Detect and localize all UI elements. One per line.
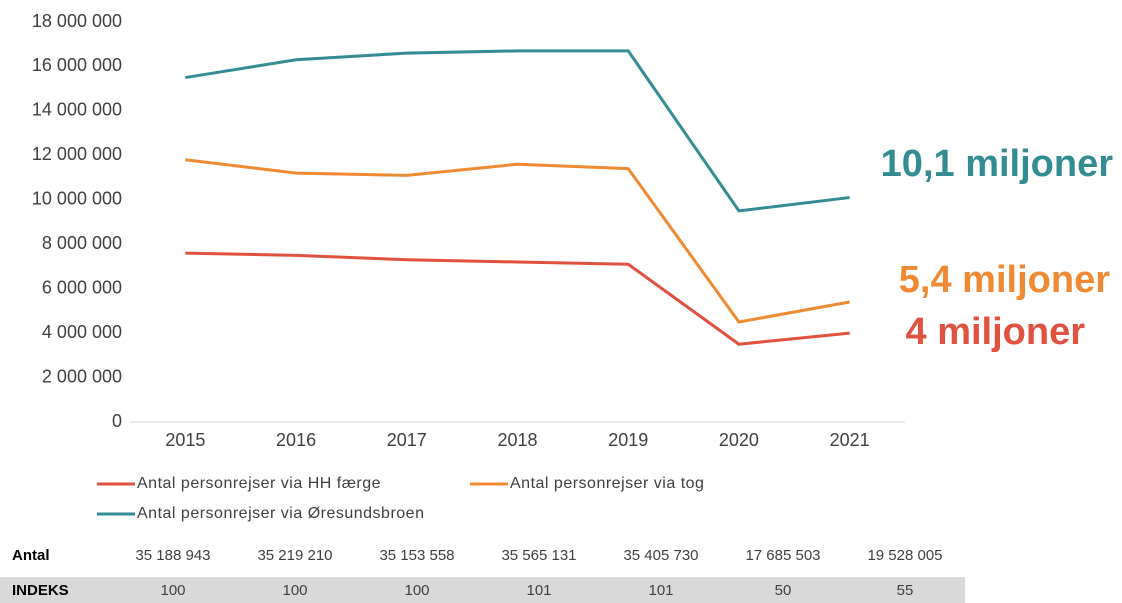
table-cell: 50	[775, 582, 792, 599]
table-cell: 101	[648, 582, 673, 599]
annotation: 4 miljoner	[906, 311, 1086, 353]
x-tick-label: 2021	[830, 430, 870, 450]
x-tick-label: 2015	[165, 430, 205, 450]
table-cell: 100	[160, 582, 185, 599]
table-cell: 100	[282, 582, 307, 599]
y-tick-label: 12 000 000	[32, 144, 122, 164]
table-cell: 35 565 131	[501, 547, 576, 564]
table-cell: 17 685 503	[745, 547, 820, 564]
annotation: 10,1 miljoner	[881, 143, 1114, 185]
table-cell: 35 219 210	[257, 547, 332, 564]
annotation: 5,4 miljoner	[899, 259, 1110, 301]
x-tick-label: 2020	[719, 430, 759, 450]
y-tick-label: 8 000 000	[42, 233, 122, 253]
x-tick-label: 2016	[276, 430, 316, 450]
table-cell: 35 405 730	[623, 547, 698, 564]
y-tick-label: 10 000 000	[32, 189, 122, 209]
legend-label: Antal personrejser via HH færge	[137, 475, 381, 492]
x-tick-label: 2018	[497, 430, 537, 450]
legend-label: Antal personrejser via tog	[510, 475, 704, 492]
table-row-header: INDEKS	[12, 582, 69, 599]
y-tick-label: 18 000 000	[32, 11, 122, 31]
series-line	[185, 158, 850, 324]
series-line	[185, 49, 850, 213]
table-cell: 55	[897, 582, 914, 599]
x-tick-label: 2019	[608, 430, 648, 450]
x-tick-label: 2017	[387, 430, 427, 450]
table-cell: 100	[404, 582, 429, 599]
legend-label: Antal personrejser via Øresundsbroen	[137, 505, 424, 522]
table-cell: 19 528 005	[867, 547, 942, 564]
y-tick-label: 2 000 000	[42, 366, 122, 386]
y-tick-label: 14 000 000	[32, 100, 122, 120]
y-tick-label: 6 000 000	[42, 277, 122, 297]
table-cell: 101	[526, 582, 551, 599]
series-line	[185, 251, 850, 346]
y-tick-label: 0	[112, 411, 122, 431]
table-row-header: Antal	[12, 547, 50, 564]
table-cell: 35 188 943	[135, 547, 210, 564]
table-cell: 35 153 558	[379, 547, 454, 564]
table-row-background	[0, 577, 965, 603]
y-tick-label: 4 000 000	[42, 322, 122, 342]
y-tick-label: 16 000 000	[32, 55, 122, 75]
